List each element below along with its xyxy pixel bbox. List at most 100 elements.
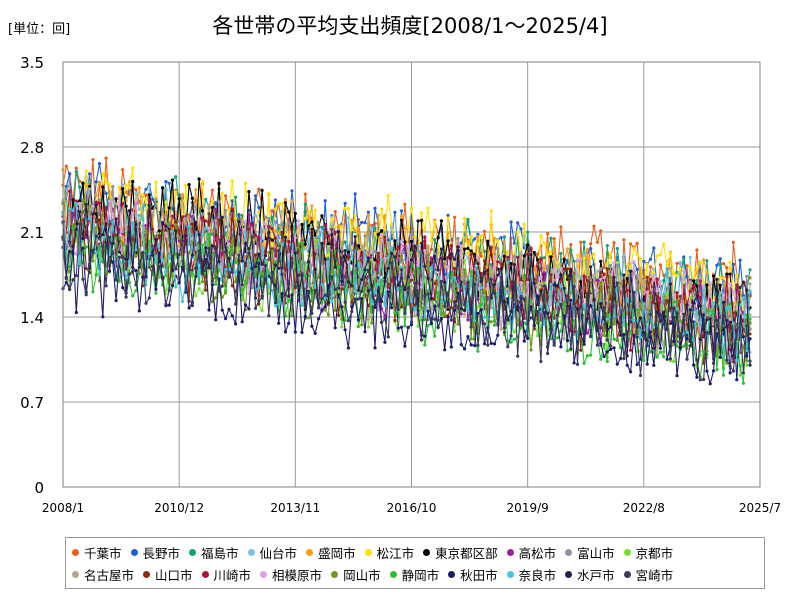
data-point [602,342,606,347]
data-point [333,326,337,330]
data-point [678,267,682,271]
data-point [320,241,324,245]
legend-item: 名古屋市 [72,564,134,584]
data-point [463,268,467,272]
data-point [340,287,344,291]
data-point [602,275,606,280]
data-point [688,303,692,307]
data-point [426,276,430,281]
data-point [625,315,629,319]
data-point [227,257,231,261]
data-point [519,294,523,299]
data-point [665,271,669,275]
data-point [705,369,709,373]
legend-label: 高松市 [518,545,557,561]
y-tick-label: 0.7 [20,394,44,412]
data-point [310,283,314,288]
data-point [154,287,158,291]
data-point [237,246,241,250]
data-point [134,188,138,192]
data-point [426,206,430,210]
data-point [170,284,175,288]
data-point [253,253,258,257]
data-point [383,317,387,321]
data-point [688,344,692,348]
data-point [214,207,218,211]
data-point [741,371,746,375]
data-point [396,326,400,330]
data-point [64,184,68,188]
data-point [436,318,440,322]
data-point [350,309,354,314]
data-point [180,239,185,243]
data-point [708,332,712,336]
data-point [469,264,473,268]
data-point [177,281,181,285]
data-point [230,314,234,318]
data-point [373,299,377,303]
data-point [536,283,540,287]
data-point [81,246,85,250]
data-point [602,333,606,338]
data-point [582,303,586,308]
data-point [409,284,414,288]
data-point [263,222,268,226]
data-point [380,232,384,237]
data-point [154,279,158,283]
data-point [735,378,739,382]
data-point [569,347,573,351]
data-point [234,302,238,306]
data-point [393,210,397,214]
data-point [658,313,663,317]
legend-label: 水戸市 [577,567,615,583]
legend-label: 千葉市 [84,545,122,561]
data-point [121,183,125,187]
data-point [489,269,493,273]
data-point [237,220,241,224]
data-point [250,286,254,290]
data-point [692,301,696,305]
data-point [482,295,487,299]
data-point [605,359,609,364]
data-point [473,282,477,286]
data-point [214,296,218,300]
data-point [678,319,682,323]
data-point [210,188,214,192]
data-point [629,348,633,352]
data-point [479,308,483,312]
data-point [290,314,294,318]
data-point [117,250,121,254]
data-point [253,275,258,279]
data-point [366,210,370,214]
data-point [273,304,277,308]
data-point [204,288,208,292]
data-point [164,224,168,228]
data-point [373,231,377,236]
data-point [648,265,653,269]
data-point [326,242,331,246]
data-point [479,314,483,318]
data-point [423,343,427,347]
data-point [609,272,613,276]
data-point [177,197,181,201]
data-point [592,252,596,256]
data-point [399,265,404,269]
legend-marker [72,570,79,578]
data-point [592,273,596,277]
data-point [317,220,321,224]
data-point [429,256,433,260]
data-point [638,335,643,339]
series-19 [61,222,752,382]
data-point [114,278,118,282]
data-point [303,192,307,196]
data-point [343,263,347,267]
data-point [330,300,334,304]
data-point [502,330,506,334]
data-point [393,255,397,259]
data-point [692,276,696,280]
data-point [287,239,291,244]
data-point [509,262,513,266]
data-point [658,280,663,284]
data-point [157,260,161,264]
data-point [346,260,350,264]
